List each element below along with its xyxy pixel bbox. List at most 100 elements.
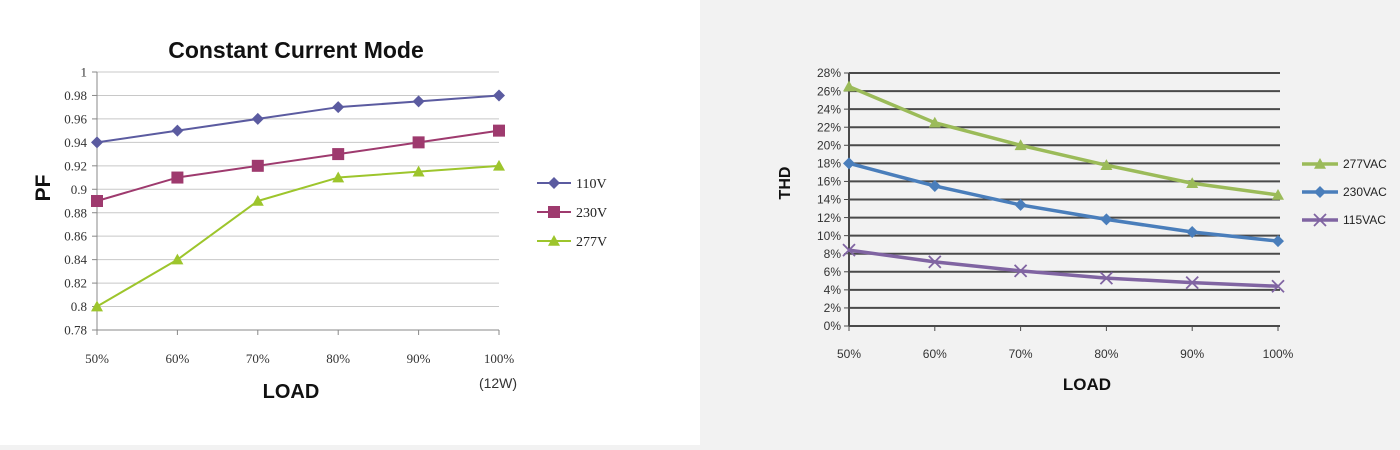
pf-legend-item-230v: 230V	[537, 206, 607, 221]
pf-x-tick-label: 80%	[326, 351, 350, 366]
thd-x-tick-label: 70%	[1009, 347, 1033, 361]
thd-chart-series	[842, 80, 1285, 293]
pf-chart-y-axis-label: PF	[32, 174, 55, 201]
thd-series-115vac-point-stroke-b	[1099, 271, 1114, 285]
pf-series-277v-line	[96, 164, 500, 308]
thd-x-tick-label: 50%	[837, 347, 861, 361]
pf-chart-y-tick-labels: 0.78 0.8 0.82 0.84 0.86 0.88 0.9 0.92 0.94 0.96 0.…	[64, 65, 87, 338]
thd-y-tick-label: 12%	[817, 211, 841, 225]
thd-series-230vac-line	[848, 161, 1279, 243]
pf-series-230v	[91, 124, 505, 207]
thd-series-230vac-point	[1272, 235, 1284, 248]
thd-series-230vac-point	[1014, 198, 1027, 211]
pf-legend-item-110v: 110V	[537, 177, 607, 192]
pf-x-tick-label: 100%	[484, 351, 515, 366]
thd-series-230vac	[843, 157, 1284, 248]
pf-chart-x-axis-label: LOAD	[263, 381, 320, 403]
pf-legend-item-277v: 277V	[537, 235, 607, 250]
thd-series-115vac-point-stroke-b	[928, 255, 942, 269]
thd-x-tick-label: 100%	[1263, 347, 1294, 361]
thd-series-115vac-point-stroke-b	[1013, 264, 1028, 278]
pf-chart-legend: 110V 230V 277V	[537, 177, 607, 250]
thd-y-tick-label: 8%	[824, 247, 842, 261]
thd-y-tick-label: 18%	[817, 157, 841, 171]
thd-y-tick-label: 0%	[824, 319, 842, 333]
pf-x-tick-label: 50%	[85, 351, 109, 366]
thd-series-277vac-point	[1272, 188, 1284, 200]
thd-series-115vac-point	[1099, 271, 1114, 285]
thd-y-tick-label: 14%	[817, 193, 841, 207]
thd-y-tick-label: 10%	[817, 229, 841, 243]
legend-label: 277VAC	[1343, 157, 1387, 171]
legend-swatch-marker	[1313, 213, 1327, 227]
pf-series-110v-point	[412, 95, 425, 108]
thd-series-115vac-point	[1271, 279, 1285, 293]
thd-chart: 0% 2% 4% 6% 8% 10% 12% 14% 16% 18% 20% 22% 24% 26% 28%…	[777, 66, 1387, 394]
pf-x-tick-label: 70%	[246, 351, 270, 366]
thd-chart-x-axis-label: LOAD	[1063, 375, 1111, 394]
pf-y-tick-label: 0.78	[64, 323, 87, 338]
pf-series-277v-point	[493, 159, 505, 171]
legend-swatch-marker-stroke-b	[1313, 213, 1327, 227]
thd-series-230vac-point	[843, 157, 855, 170]
pf-chart-x-note: (12W)	[479, 375, 517, 391]
pf-series-277v	[91, 159, 505, 312]
thd-series-115vac-point	[1185, 275, 1199, 290]
thd-series-115vac-point-stroke-b	[1185, 275, 1199, 290]
pf-series-230v-point	[493, 124, 505, 137]
thd-series-230vac-point	[1186, 226, 1199, 239]
pf-y-tick-label: 0.9	[71, 182, 87, 197]
thd-y-tick-label: 26%	[817, 84, 841, 98]
thd-series-115vac-point-stroke-b	[842, 243, 856, 257]
thd-series-230vac-point	[1100, 213, 1113, 226]
pf-chart-background	[0, 0, 700, 445]
thd-y-tick-label: 28%	[817, 66, 841, 80]
pf-series-230v-point	[332, 148, 345, 161]
thd-chart-legend: 277VAC 230VAC 115VAC	[1302, 157, 1387, 227]
pf-series-110v-point	[91, 136, 103, 149]
thd-series-277vac-point	[928, 116, 941, 128]
legend-label: 115VAC	[1343, 213, 1386, 227]
thd-series-277vac	[843, 80, 1284, 200]
thd-y-tick-label: 22%	[817, 120, 841, 134]
legend-label: 110V	[576, 177, 607, 192]
legend-label: 230V	[576, 206, 607, 221]
pf-y-tick-label: 0.94	[64, 135, 87, 150]
pf-y-tick-label: 0.82	[64, 276, 87, 291]
thd-series-115vac-point	[842, 243, 856, 257]
thd-series-115vac	[842, 243, 1285, 293]
thd-series-115vac-point	[1013, 264, 1028, 278]
thd-series-277vac-point	[843, 80, 855, 92]
pf-series-230v-line	[96, 129, 500, 202]
pf-y-tick-label: 0.84	[64, 252, 87, 267]
legend-label: 230VAC	[1343, 185, 1387, 199]
pf-series-110v-point	[332, 101, 345, 114]
thd-series-115vac-point	[928, 255, 942, 269]
pf-series-277v-point	[332, 171, 345, 183]
pf-series-277v-point	[171, 253, 184, 265]
pf-y-tick-label: 1	[81, 65, 88, 80]
thd-legend-item-230vac: 230VAC	[1302, 185, 1387, 199]
thd-x-tick-label: 60%	[923, 347, 947, 361]
pf-chart-series	[91, 89, 505, 312]
thd-y-tick-label: 24%	[817, 102, 841, 116]
legend-label: 277V	[576, 235, 607, 250]
thd-chart-gridlines	[849, 72, 1280, 309]
pf-y-tick-label: 0.96	[64, 111, 87, 126]
thd-chart-y-tick-labels: 0% 2% 4% 6% 8% 10% 12% 14% 16% 18% 20% 22% 24% 26% 28%	[817, 66, 841, 333]
legend-swatch-marker	[1314, 186, 1326, 198]
pf-series-110v-point	[171, 124, 184, 137]
thd-series-277vac-point	[1100, 159, 1113, 170]
pf-series-110v-point	[251, 112, 264, 125]
thd-legend-item-277vac: 277VAC	[1302, 157, 1387, 171]
pf-series-110v-point	[493, 89, 505, 102]
thd-chart-axes	[844, 72, 1280, 331]
pf-chart-x-tick-labels: 50% 60% 70% 80% 90% 100%	[85, 351, 514, 366]
thd-series-115vac-point-stroke-b	[1271, 279, 1285, 293]
thd-y-tick-label: 20%	[817, 138, 841, 152]
thd-chart-x-tick-labels: 50% 60% 70% 80% 90% 100%	[837, 347, 1294, 361]
thd-y-tick-label: 4%	[824, 283, 842, 297]
pf-chart-title: Constant Current Mode	[168, 37, 424, 63]
